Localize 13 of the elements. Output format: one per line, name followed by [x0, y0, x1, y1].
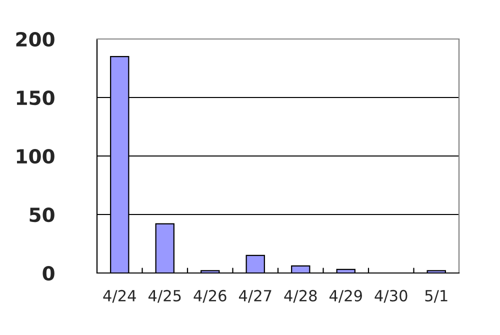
- y-tick-label: 200: [16, 32, 54, 47]
- x-tick-label: 4/28: [284, 290, 317, 303]
- x-tick-label: 4/30: [374, 290, 408, 303]
- x-tick-label: 4/27: [238, 290, 272, 303]
- x-tick-label: 4/24: [103, 290, 136, 303]
- y-tick-label: 100: [16, 148, 54, 164]
- x-tick-label: 4/29: [329, 290, 362, 303]
- x-tick-label: 4/26: [194, 290, 226, 303]
- x-tick-label: 4/25: [148, 290, 181, 303]
- y-tick-label: 0: [42, 266, 54, 281]
- x-tick-label: 5/1: [425, 290, 448, 303]
- y-tick-label: 150: [16, 90, 54, 106]
- y-tick-label: 50: [30, 207, 54, 222]
